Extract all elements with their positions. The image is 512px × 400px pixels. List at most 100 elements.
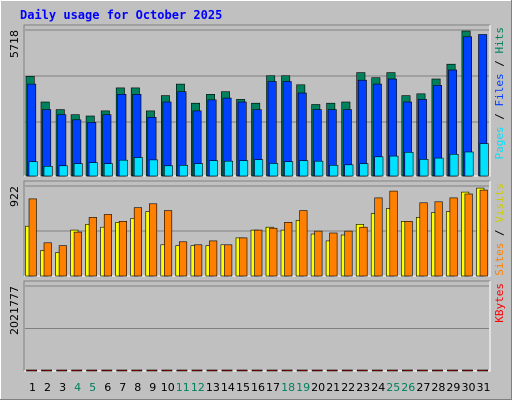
bar-sites [284, 222, 293, 277]
bar-sites [209, 240, 218, 277]
day-label: 17 [266, 381, 280, 394]
bar-pages [464, 151, 474, 177]
legend-part: Sites [493, 243, 506, 276]
bar-sites [164, 210, 173, 277]
bar-pages [449, 154, 459, 177]
day-label: 22 [341, 381, 355, 394]
bar-sites [359, 226, 368, 277]
bar-kbytes [326, 369, 338, 372]
y-max-label: 2021777 [8, 286, 21, 335]
day-label: 10 [161, 381, 175, 394]
bar-files [177, 91, 187, 177]
bar-kbytes [161, 369, 173, 372]
bar-pages [269, 163, 279, 177]
day-label: 28 [431, 381, 445, 394]
bar-sites [133, 207, 142, 277]
bar-pages [299, 160, 309, 177]
day-label: 24 [371, 381, 385, 394]
legend-part: Visits [493, 183, 506, 223]
bar-pages [28, 161, 38, 177]
bar-sites [28, 198, 37, 277]
legend-part: Pages [493, 126, 506, 159]
bar-sites [43, 242, 52, 277]
legend-part: / [493, 54, 506, 74]
bar-pages [179, 165, 188, 177]
series-legend-middle: Sites / Visits [493, 183, 506, 276]
bar-kbytes [251, 369, 263, 372]
bar-sites [434, 201, 443, 277]
bar-pages [103, 163, 113, 177]
legend-part: / [493, 223, 506, 243]
bar-kbytes [236, 369, 248, 372]
bar-sites [73, 231, 82, 277]
y-max-label: 5718 [8, 30, 21, 58]
bar-sites [479, 189, 488, 277]
day-label: 31 [477, 381, 491, 394]
bar-pages [359, 163, 369, 177]
bar-pages [284, 161, 294, 177]
y-max-label: 922 [8, 186, 21, 207]
bar-pages [58, 165, 68, 177]
bar-kbytes [356, 369, 368, 372]
bar-pages [164, 165, 173, 177]
bar-pages [88, 162, 98, 177]
bar-sites [254, 229, 263, 277]
bar-kbytes [206, 369, 218, 372]
bar-kbytes [401, 369, 413, 372]
day-label: 25 [386, 381, 400, 394]
day-label: 12 [191, 381, 205, 394]
bar-kbytes [266, 369, 278, 372]
bar-sites [344, 230, 353, 277]
bar-files [357, 79, 367, 177]
day-label: 18 [281, 381, 295, 394]
bar-sites [374, 197, 383, 277]
bar-kbytes [41, 369, 52, 372]
bar-sites [224, 244, 233, 277]
bar-kbytes [56, 369, 68, 372]
bar-sites [464, 193, 473, 277]
series-legend-bottom: KBytes [493, 283, 506, 323]
bar-kbytes [371, 369, 383, 372]
legend-part: / [493, 107, 506, 127]
bar-pages [118, 159, 128, 177]
bar-pages [149, 159, 158, 177]
bar-pages [404, 152, 414, 177]
bar-pages [194, 163, 203, 177]
legend-part: Files [493, 73, 506, 106]
chart-title: Daily usage for October 2025 [20, 8, 222, 22]
day-label: 11 [176, 381, 190, 394]
bar-sites [419, 202, 428, 277]
bar-kbytes [477, 369, 488, 372]
bar-kbytes [221, 369, 233, 372]
bar-sites [404, 221, 413, 277]
bar-sites [239, 237, 248, 277]
day-label: 27 [416, 381, 430, 394]
bar-pages [314, 160, 324, 177]
bar-files [267, 81, 277, 177]
bar-pages [419, 159, 429, 177]
bar-kbytes [116, 369, 128, 372]
legend-part: Hits [493, 27, 506, 54]
bar-sites [103, 214, 112, 277]
day-label: 9 [149, 381, 156, 394]
bar-sites [389, 190, 398, 277]
day-label: 3 [59, 381, 66, 394]
bar-sites [58, 245, 67, 277]
bar-kbytes [447, 369, 458, 372]
day-label: 6 [104, 381, 111, 394]
bar-sites [299, 210, 308, 277]
day-label: 20 [311, 381, 325, 394]
bar-pages [43, 166, 53, 177]
day-label: 14 [221, 381, 235, 394]
bar-kbytes [341, 369, 353, 372]
bar-sites [88, 217, 97, 277]
day-label: 16 [251, 381, 265, 394]
bar-kbytes [26, 369, 37, 372]
bar-sites [149, 203, 158, 277]
day-label: 19 [296, 381, 310, 394]
bar-sites [118, 221, 127, 277]
bar-sites [314, 230, 323, 277]
bar-sites [194, 244, 203, 277]
bar-kbytes [176, 369, 188, 372]
